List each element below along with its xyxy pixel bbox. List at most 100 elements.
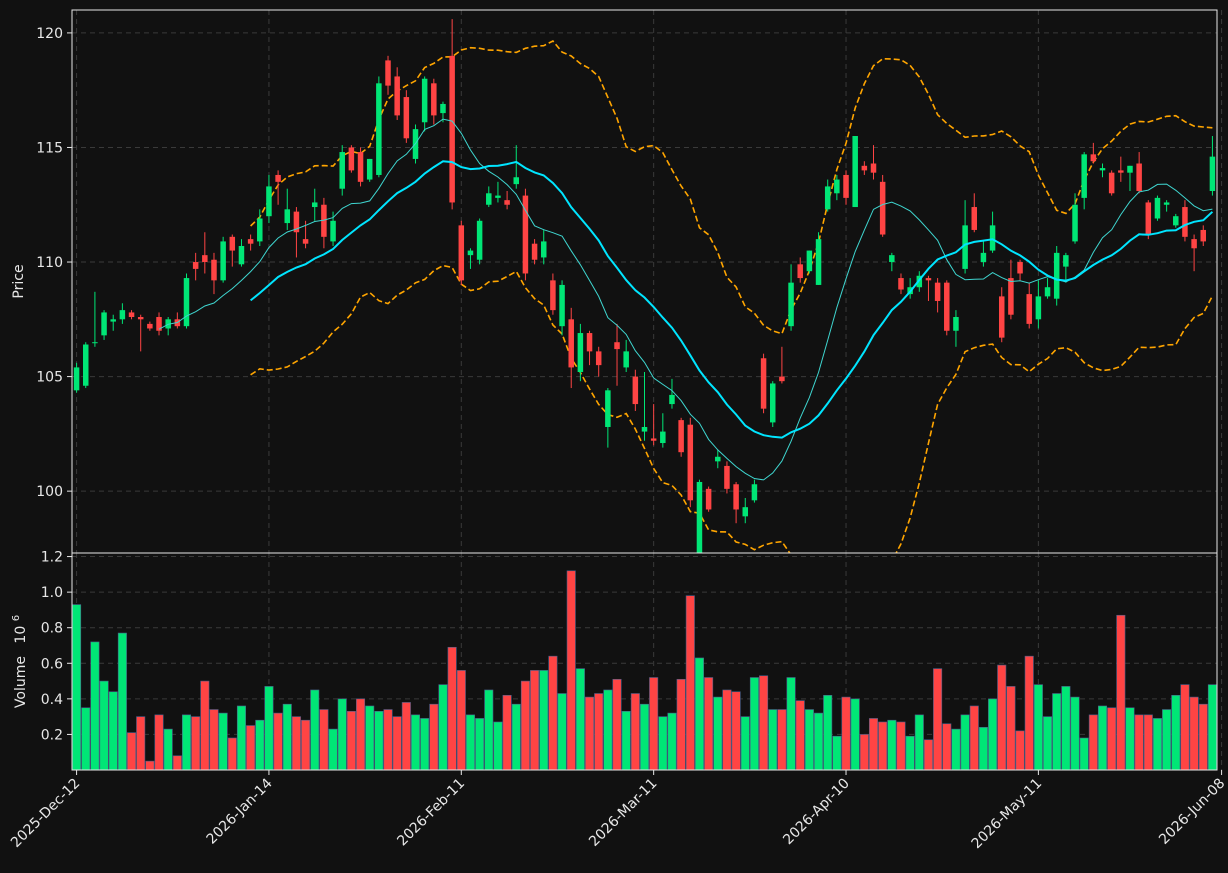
volume-bar	[81, 707, 91, 771]
volume-bar	[420, 718, 430, 771]
volume-bar	[447, 646, 457, 771]
volume-bar	[814, 712, 824, 771]
candle-body	[128, 312, 135, 318]
candle-body	[898, 278, 904, 290]
candle-body	[605, 390, 611, 427]
volume-bar	[1088, 714, 1098, 771]
volume-bar	[484, 689, 494, 771]
volume-bar	[456, 670, 466, 771]
candle-body	[467, 250, 474, 256]
candle-body	[357, 152, 364, 182]
candle-body	[733, 484, 739, 510]
candle-body	[82, 344, 89, 386]
candle-body	[944, 282, 950, 331]
candle-body	[595, 351, 602, 366]
volume-bar	[475, 718, 485, 771]
volume-bar	[713, 696, 723, 771]
volume-bar	[639, 703, 650, 771]
volume-bar	[1134, 714, 1144, 771]
volume-bar	[520, 680, 530, 771]
volume-bar	[978, 727, 988, 771]
candle-body	[696, 481, 703, 553]
volume-bar	[319, 709, 329, 771]
candle-body	[1173, 216, 1179, 226]
volume-bar	[1152, 718, 1162, 771]
candle-body	[1090, 154, 1097, 162]
candle-body	[284, 209, 291, 224]
volume-bar	[667, 712, 677, 771]
candle-body	[788, 282, 794, 327]
volume-bar	[1180, 684, 1190, 771]
volume-bar	[658, 716, 668, 771]
volume-bar	[291, 716, 301, 771]
candle-body	[229, 236, 236, 251]
candle-body	[669, 394, 675, 405]
volume-bar	[209, 709, 219, 771]
candle-body	[834, 179, 840, 194]
volume-bar	[282, 703, 292, 771]
candle-body	[110, 319, 116, 322]
candle-body	[1099, 168, 1106, 171]
candle-body	[266, 186, 272, 217]
candle-body	[1154, 197, 1161, 219]
price-tick-label: 115	[36, 140, 63, 156]
volume-bar	[1207, 684, 1217, 771]
volume-bar	[612, 678, 622, 771]
candle-body	[577, 333, 584, 372]
price-panel: 100 105 110 115 120 Price	[11, 9, 1223, 554]
volume-bar	[795, 700, 805, 771]
volume-bar	[511, 703, 521, 771]
candle-body	[1035, 296, 1042, 320]
candle-body	[742, 507, 749, 517]
volume-bar	[960, 714, 970, 771]
volume-bar	[1033, 684, 1043, 771]
candle-body	[586, 333, 593, 352]
volume-bar	[502, 694, 512, 771]
volume-bar	[227, 737, 237, 771]
candle-body	[550, 280, 556, 311]
volume-bar	[365, 705, 375, 771]
candle-body	[339, 152, 345, 189]
candle-body	[458, 225, 465, 281]
volume-bar	[1143, 714, 1153, 771]
volume-bar	[90, 641, 100, 771]
candle-body	[953, 317, 959, 331]
price-grid	[72, 10, 1223, 553]
volume-bar	[1116, 614, 1126, 771]
candle-body	[183, 278, 190, 327]
candle-body	[449, 55, 455, 203]
candle-body	[92, 342, 98, 344]
candle-body	[330, 220, 336, 242]
volume-bar	[722, 689, 732, 771]
volume-bar	[273, 712, 283, 771]
volume-bar	[246, 725, 256, 771]
volume-bar	[749, 677, 759, 771]
volume-bar	[548, 655, 558, 771]
candle-body	[1008, 278, 1014, 315]
candle-body	[559, 284, 565, 327]
candle-body	[495, 195, 501, 198]
price-tick-label: 100	[36, 484, 63, 500]
volume-bar	[136, 716, 146, 771]
volume-bar	[154, 714, 164, 771]
volume-bar	[868, 718, 879, 771]
candle-body	[421, 78, 428, 123]
candle-body	[1182, 207, 1188, 237]
volume-bar	[933, 668, 943, 771]
candle-body	[769, 383, 776, 423]
volume-bar	[255, 719, 265, 771]
candle-body	[192, 262, 199, 269]
candle-body	[614, 342, 620, 350]
volume-bar	[191, 716, 201, 771]
candle-body	[247, 239, 254, 244]
candle-body	[486, 193, 492, 205]
volume-bar	[731, 691, 741, 771]
volume-bar	[942, 723, 952, 771]
volume-bar	[539, 670, 549, 771]
candle-body	[1136, 163, 1142, 191]
candle-body	[806, 250, 813, 272]
volume-bar	[117, 632, 127, 771]
candle-body	[238, 245, 245, 265]
candle-body	[760, 358, 767, 409]
candle-body	[293, 211, 300, 233]
